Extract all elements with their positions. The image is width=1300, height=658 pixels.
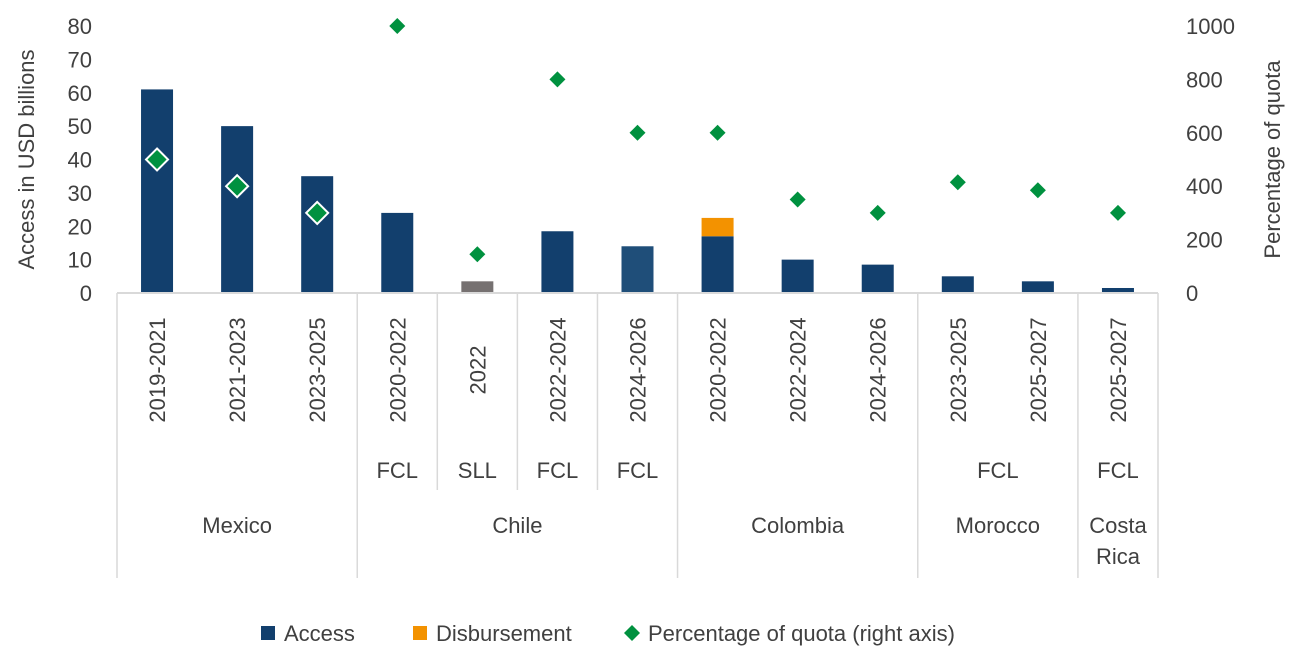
legend-swatch xyxy=(413,626,427,640)
y2-tick-label: 0 xyxy=(1186,281,1198,306)
quota-marker xyxy=(144,147,170,172)
instrument-label: FCL xyxy=(617,458,659,483)
quota-marker xyxy=(304,200,330,226)
y-tick-label: 0 xyxy=(80,281,92,306)
quota-marker xyxy=(709,124,726,141)
instrument-label: FCL xyxy=(376,458,418,483)
category-label: 2020-2022 xyxy=(385,317,410,422)
quota-marker xyxy=(469,246,486,263)
group-label: Morocco xyxy=(956,513,1040,538)
quota-marker xyxy=(789,191,806,208)
category-label: 2021-2023 xyxy=(225,317,250,422)
y2-tick-label: 800 xyxy=(1186,67,1223,92)
group-label: Colombia xyxy=(751,513,845,538)
quota-marker xyxy=(1029,182,1046,199)
quota-marker xyxy=(1109,204,1126,221)
bar-access xyxy=(541,231,574,293)
group-label: Costa xyxy=(1089,513,1147,538)
y2-tick-label: 200 xyxy=(1186,228,1223,253)
y-axis-label: Access in USD billions xyxy=(14,49,39,269)
category-label: 2025-2027 xyxy=(1106,317,1131,422)
instrument-label: FCL xyxy=(537,458,579,483)
y-tick-label: 40 xyxy=(68,148,92,173)
y-tick-label: 60 xyxy=(68,81,92,106)
bar-access xyxy=(701,236,734,293)
y-tick-label: 50 xyxy=(68,114,92,139)
y-tick-label: 70 xyxy=(68,47,92,72)
bar-access xyxy=(1101,287,1134,293)
category-label: 2022-2024 xyxy=(545,317,570,422)
bar-access xyxy=(1021,281,1054,293)
quota-marker xyxy=(549,71,566,88)
bar-access xyxy=(381,212,414,293)
bar-access xyxy=(141,89,174,293)
category-label: 2024-2026 xyxy=(866,317,891,422)
bar-access xyxy=(781,259,814,293)
quota-marker xyxy=(389,18,406,34)
category-label: 2019-2021 xyxy=(145,317,170,422)
y2-axis-label: Percentage of quota xyxy=(1260,60,1285,259)
category-label: 2023-2025 xyxy=(305,317,330,422)
group-label: Mexico xyxy=(202,513,272,538)
bar-access xyxy=(861,264,894,293)
bar-access xyxy=(621,246,654,293)
group-label: Rica xyxy=(1096,544,1141,569)
bar-access xyxy=(301,176,334,293)
y2-tick-label: 1000 xyxy=(1186,14,1235,39)
y-tick-label: 80 xyxy=(68,14,92,39)
instrument-label: FCL xyxy=(977,458,1019,483)
quota-marker xyxy=(869,204,886,221)
legend-swatch xyxy=(624,625,640,641)
legend-label: Percentage of quota (right axis) xyxy=(648,621,955,646)
y-tick-label: 20 xyxy=(68,214,92,239)
category-label: 2024-2026 xyxy=(626,317,651,422)
instrument-label: FCL xyxy=(1097,458,1139,483)
bar-disbursement xyxy=(701,217,734,237)
y2-tick-label: 600 xyxy=(1186,121,1223,146)
bar-access xyxy=(941,276,974,293)
y2-tick-label: 400 xyxy=(1186,174,1223,199)
y-tick-label: 30 xyxy=(68,181,92,206)
category-label: 2022-2024 xyxy=(786,317,811,422)
quota-marker xyxy=(949,174,966,191)
legend-label: Access xyxy=(284,621,355,646)
category-label: 2020-2022 xyxy=(706,317,731,422)
legend-swatch xyxy=(261,626,275,640)
group-label: Chile xyxy=(492,513,542,538)
y-tick-label: 10 xyxy=(68,248,92,273)
legend-label: Disbursement xyxy=(436,621,572,646)
quota-marker xyxy=(629,124,646,141)
quota-marker xyxy=(224,173,250,199)
instrument-label: SLL xyxy=(458,458,497,483)
bar-access xyxy=(461,281,494,293)
category-label: 2022 xyxy=(465,346,490,395)
category-label: 2025-2027 xyxy=(1026,317,1051,422)
category-label: 2023-2025 xyxy=(946,317,971,422)
bar-access xyxy=(221,126,254,293)
